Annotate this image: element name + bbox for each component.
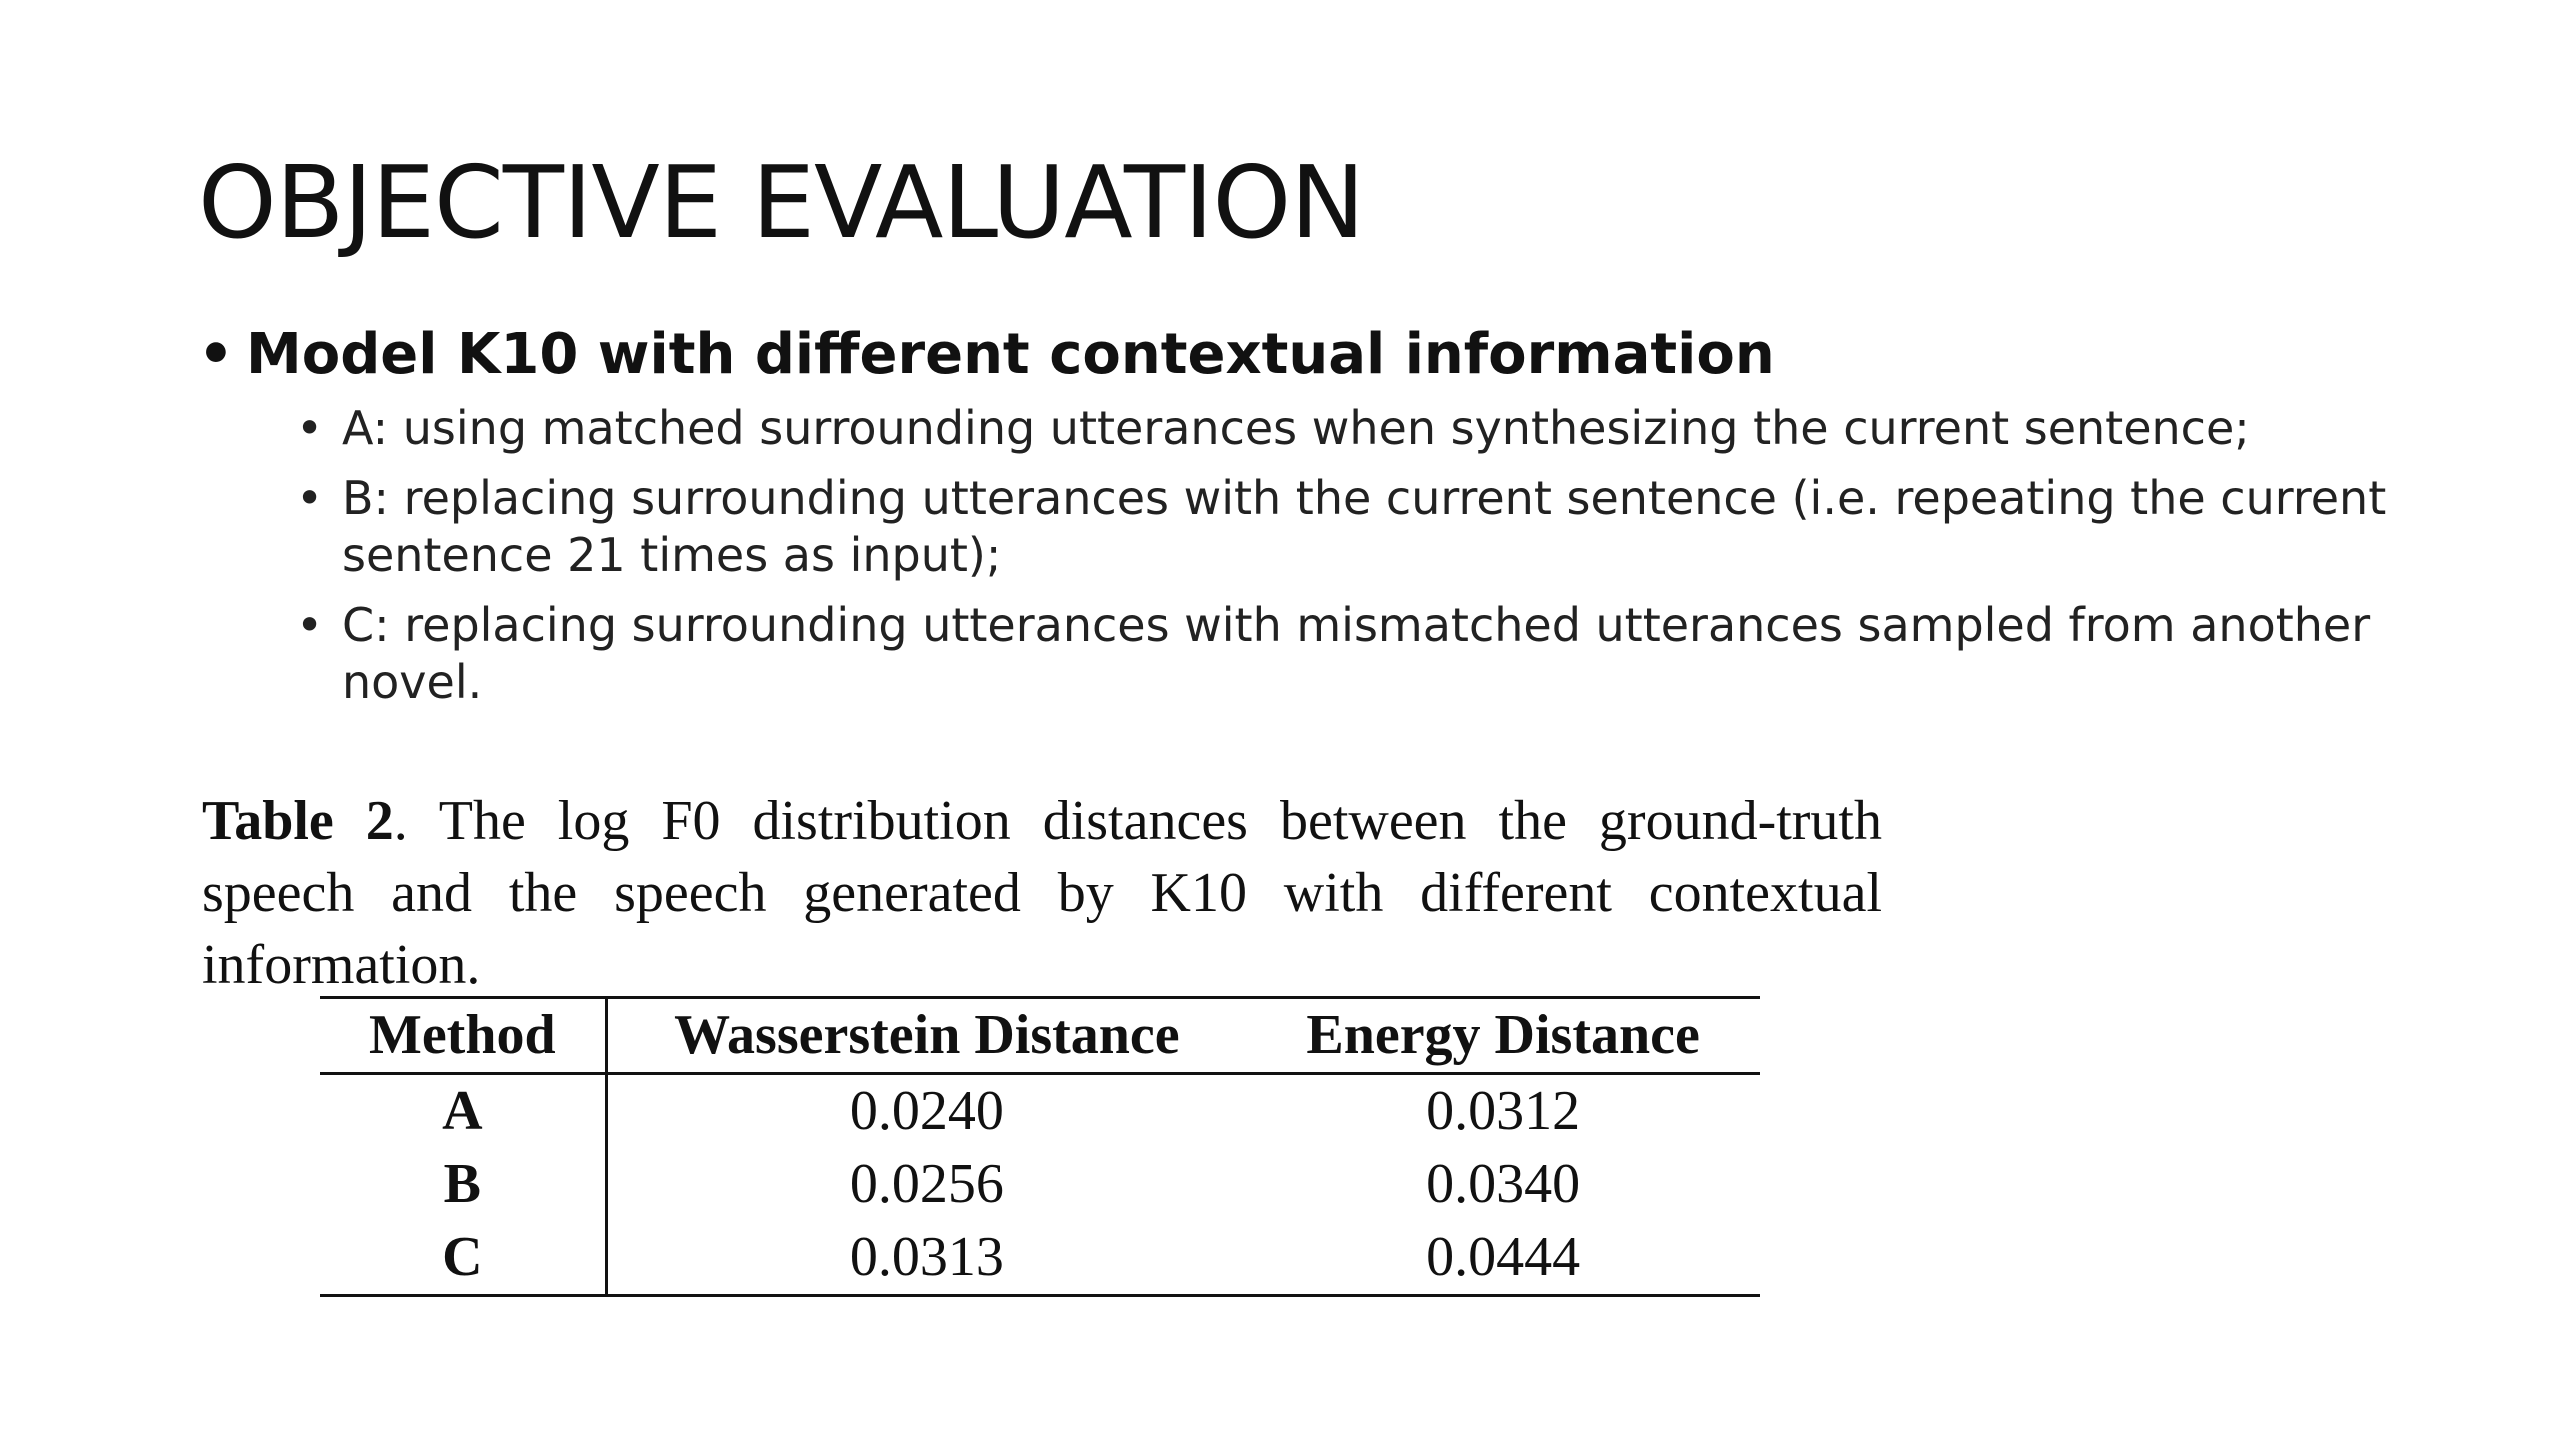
sub-bullet-list: • A: using matched surrounding utterance…: [198, 400, 2478, 712]
caption-label: Table 2: [202, 790, 394, 852]
cell-wasserstein: 0.0256: [849, 1153, 1004, 1215]
table-row: A 0.0240 0.0312: [320, 1073, 1760, 1148]
sub-bullet-b: • B: replacing surrounding utterances wi…: [296, 470, 2478, 585]
main-bullet-text: Model K10 with different contextual info…: [246, 322, 1775, 387]
table-row: B 0.0256 0.0340: [320, 1148, 1760, 1221]
cell-wasserstein: 0.0313: [849, 1226, 1004, 1288]
cell-method: A: [320, 1073, 608, 1148]
cell-method: B: [320, 1148, 608, 1221]
header-wasserstein: Wasserstein Distance: [674, 1004, 1180, 1066]
sub-bullet-c: • C: replacing surrounding utterances wi…: [296, 597, 2478, 712]
header-method: Method: [320, 997, 608, 1074]
sub-bullet-text: A: using matched surrounding utterances …: [342, 401, 2250, 455]
results-table: Method Wasserstein Distance Energy Dista…: [320, 996, 1760, 1297]
cell-energy: 0.0340: [1426, 1153, 1581, 1215]
bullet-dot-icon: •: [296, 401, 324, 455]
cell-method: C: [320, 1221, 608, 1296]
table-row: C 0.0313 0.0444: [320, 1221, 1760, 1296]
bullet-list: • Model K10 with different contextual in…: [198, 320, 2478, 724]
main-bullet: • Model K10 with different contextual in…: [198, 320, 2478, 390]
sub-bullet-a: • A: using matched surrounding utterance…: [296, 400, 2478, 458]
bullet-dot-icon: •: [198, 322, 234, 387]
sub-bullet-text: C: replacing surrounding utterances with…: [342, 597, 2371, 710]
slide-title: OBJECTIVE EVALUATION: [198, 144, 1365, 261]
header-energy: Energy Distance: [1306, 1004, 1700, 1066]
table-header-row: Method Wasserstein Distance Energy Dista…: [320, 997, 1760, 1074]
bullet-dot-icon: •: [296, 470, 324, 525]
sub-bullet-text: B: replacing surrounding utterances with…: [342, 470, 2387, 583]
caption-text: . The log F0 distribution distances betw…: [202, 790, 1882, 996]
cell-energy: 0.0444: [1426, 1226, 1581, 1288]
cell-energy: 0.0312: [1426, 1080, 1581, 1142]
bullet-dot-icon: •: [296, 597, 324, 652]
table-caption: Table 2. The log F0 distribution distanc…: [202, 785, 1882, 1001]
cell-wasserstein: 0.0240: [849, 1080, 1004, 1142]
